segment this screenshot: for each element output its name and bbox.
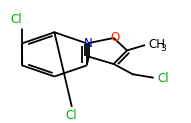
Text: Cl: Cl: [66, 109, 77, 122]
Text: Cl: Cl: [158, 72, 169, 85]
Text: 3: 3: [160, 44, 166, 53]
Text: Cl: Cl: [11, 13, 22, 26]
Text: O: O: [110, 31, 119, 44]
Text: CH: CH: [148, 38, 165, 51]
Text: N: N: [83, 37, 92, 50]
